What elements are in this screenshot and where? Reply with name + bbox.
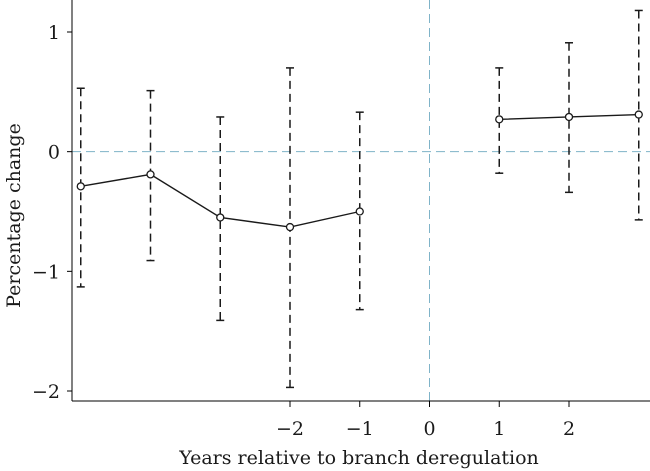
x-tick-label: −1 [346, 418, 374, 440]
reference-lines [72, 0, 650, 401]
estimate-point [216, 213, 225, 222]
axes [71, 0, 650, 402]
y-axis-title: Percentage change [3, 123, 25, 308]
ticks: −2 −1 0 1 −2 −1 0 1 2 [32, 22, 575, 440]
estimate-point [634, 110, 643, 119]
estimate-point [355, 207, 364, 216]
x-tick-label: 1 [493, 418, 505, 440]
estimate-points [76, 110, 643, 232]
estimate-point [146, 170, 155, 179]
confidence-intervals [76, 9, 643, 389]
estimate-point [76, 182, 85, 191]
x-tick-label: 2 [563, 418, 575, 440]
y-tick-label: 1 [48, 22, 60, 44]
y-tick-label: −2 [32, 381, 60, 403]
x-axis-title: Years relative to branch deregulation [178, 447, 539, 469]
x-tick-label: −2 [276, 418, 304, 440]
x-tick-label: 0 [423, 418, 435, 440]
estimate-point [495, 115, 504, 124]
y-tick-label: −1 [32, 261, 60, 283]
y-tick-label: 0 [48, 142, 60, 164]
estimate-point [285, 222, 295, 232]
estimate-point [564, 112, 574, 122]
